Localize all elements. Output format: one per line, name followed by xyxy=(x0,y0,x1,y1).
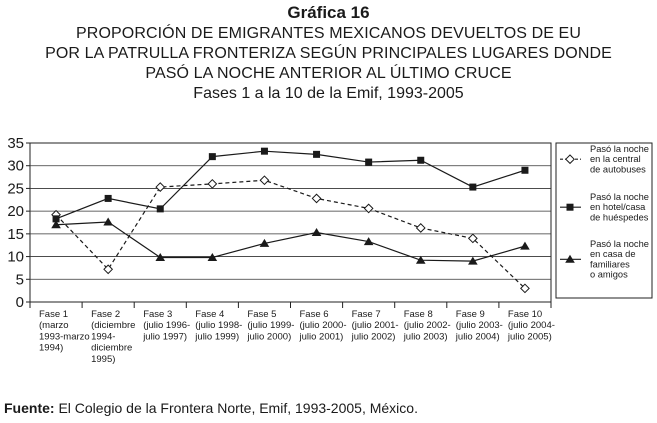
x-tick-label: Fase 1 (marzo 1993-marzo 1994) xyxy=(39,309,90,354)
data-point-familiares xyxy=(155,252,166,261)
data-point-central-autobuses xyxy=(207,178,218,189)
chart-header: Gráfica 16 PROPORCIÓN DE EMIGRANTES MEXI… xyxy=(0,2,657,104)
legend-label-hotel: Pasó la noche en hotel/casa de huéspedes xyxy=(590,192,649,222)
title-line-2: POR LA PATRULLA FRONTERIZA SEGÚN PRINCIP… xyxy=(45,45,612,62)
x-tick-label: Fase 6 (julio 2000-julio 2001) xyxy=(299,309,347,342)
data-point-familiares xyxy=(520,241,530,250)
title-line-1: PROPORCIÓN DE EMIGRANTES MEXICANOS DEVUE… xyxy=(76,25,581,42)
x-tick-label: Fase 10 (julio 2004-julio 2005) xyxy=(507,309,555,342)
data-point-hotel xyxy=(52,215,60,223)
legend-marker-central-autobuses xyxy=(565,154,575,165)
y-tick-label: 10 xyxy=(7,249,24,266)
data-point-central-autobuses xyxy=(103,264,114,275)
data-point-hotel xyxy=(208,153,216,161)
data-point-hotel xyxy=(313,150,321,158)
y-tick-label: 5 xyxy=(16,271,24,288)
series-line-hotel xyxy=(55,150,526,220)
data-point-familiares xyxy=(103,217,113,226)
y-tick-label: 15 xyxy=(7,226,24,243)
title-line-3: PASÓ LA NOCHE ANTERIOR AL ÚLTIMO CRUCE xyxy=(145,65,512,82)
y-tick-label: 0 xyxy=(16,294,24,311)
data-point-familiares xyxy=(468,256,478,265)
data-point-hotel xyxy=(104,194,112,202)
legend-marker-hotel xyxy=(566,203,574,211)
series-line-familiares xyxy=(56,221,526,262)
x-tick-label: Fase 3 (julio 1996-julio 1997) xyxy=(142,309,190,342)
legend-label-central-autobuses: Pasó la noche en la central de autobuses xyxy=(590,144,649,174)
data-point-central-autobuses xyxy=(520,283,530,294)
legend-marker-familiares xyxy=(565,254,575,263)
data-point-central-autobuses xyxy=(467,233,478,244)
data-point-central-autobuses xyxy=(259,175,270,186)
data-point-hotel xyxy=(417,156,425,164)
y-tick-label: 25 xyxy=(7,180,24,197)
y-tick-label: 20 xyxy=(7,203,24,220)
source-label: Fuente: xyxy=(4,400,55,416)
data-point-central-autobuses xyxy=(363,203,374,214)
legend-box xyxy=(555,142,653,299)
x-tick-label: Fase 8 (julio 2002-julio 2003) xyxy=(403,309,451,342)
data-point-familiares xyxy=(311,227,322,236)
data-point-familiares xyxy=(51,220,61,229)
data-point-familiares xyxy=(207,252,218,261)
data-point-hotel xyxy=(260,147,268,155)
x-tick-label: Fase 2 (diciembre 1994-diciembre 1995) xyxy=(91,309,135,365)
data-point-central-autobuses xyxy=(415,223,426,233)
data-point-familiares xyxy=(363,237,374,246)
data-point-central-autobuses xyxy=(155,182,166,192)
y-tick-label: 30 xyxy=(7,158,24,175)
source-note: Fuente: El Colegio de la Frontera Norte,… xyxy=(4,399,418,417)
x-tick-label: Fase 7 (julio 2001-julio 2002) xyxy=(351,309,399,342)
series-line-central-autobuses xyxy=(55,179,526,289)
y-tick-label: 35 xyxy=(7,135,24,152)
data-point-hotel xyxy=(521,166,529,174)
data-point-central-autobuses xyxy=(311,193,322,204)
source-text: El Colegio de la Frontera Norte, Emif, 1… xyxy=(54,400,418,416)
data-point-hotel xyxy=(469,183,477,191)
data-point-familiares xyxy=(415,255,426,264)
chart-subtitle: Fases 1 a la 10 de la Emif, 1993-2005 xyxy=(193,85,464,102)
x-tick-label: Fase 9 (julio 2003-julio 2004) xyxy=(455,309,503,342)
data-point-familiares xyxy=(259,238,270,247)
x-tick-label: Fase 5 (julio 1999-julio 2000) xyxy=(246,309,294,342)
data-point-hotel xyxy=(365,158,373,166)
figure-number: Gráfica 16 xyxy=(287,3,370,22)
legend-label-familiares: Pasó la noche en casa de familiares o amigo… xyxy=(590,239,649,280)
data-point-hotel xyxy=(156,205,164,213)
x-tick-label: Fase 4 (julio 1998-julio 1999) xyxy=(194,309,242,342)
